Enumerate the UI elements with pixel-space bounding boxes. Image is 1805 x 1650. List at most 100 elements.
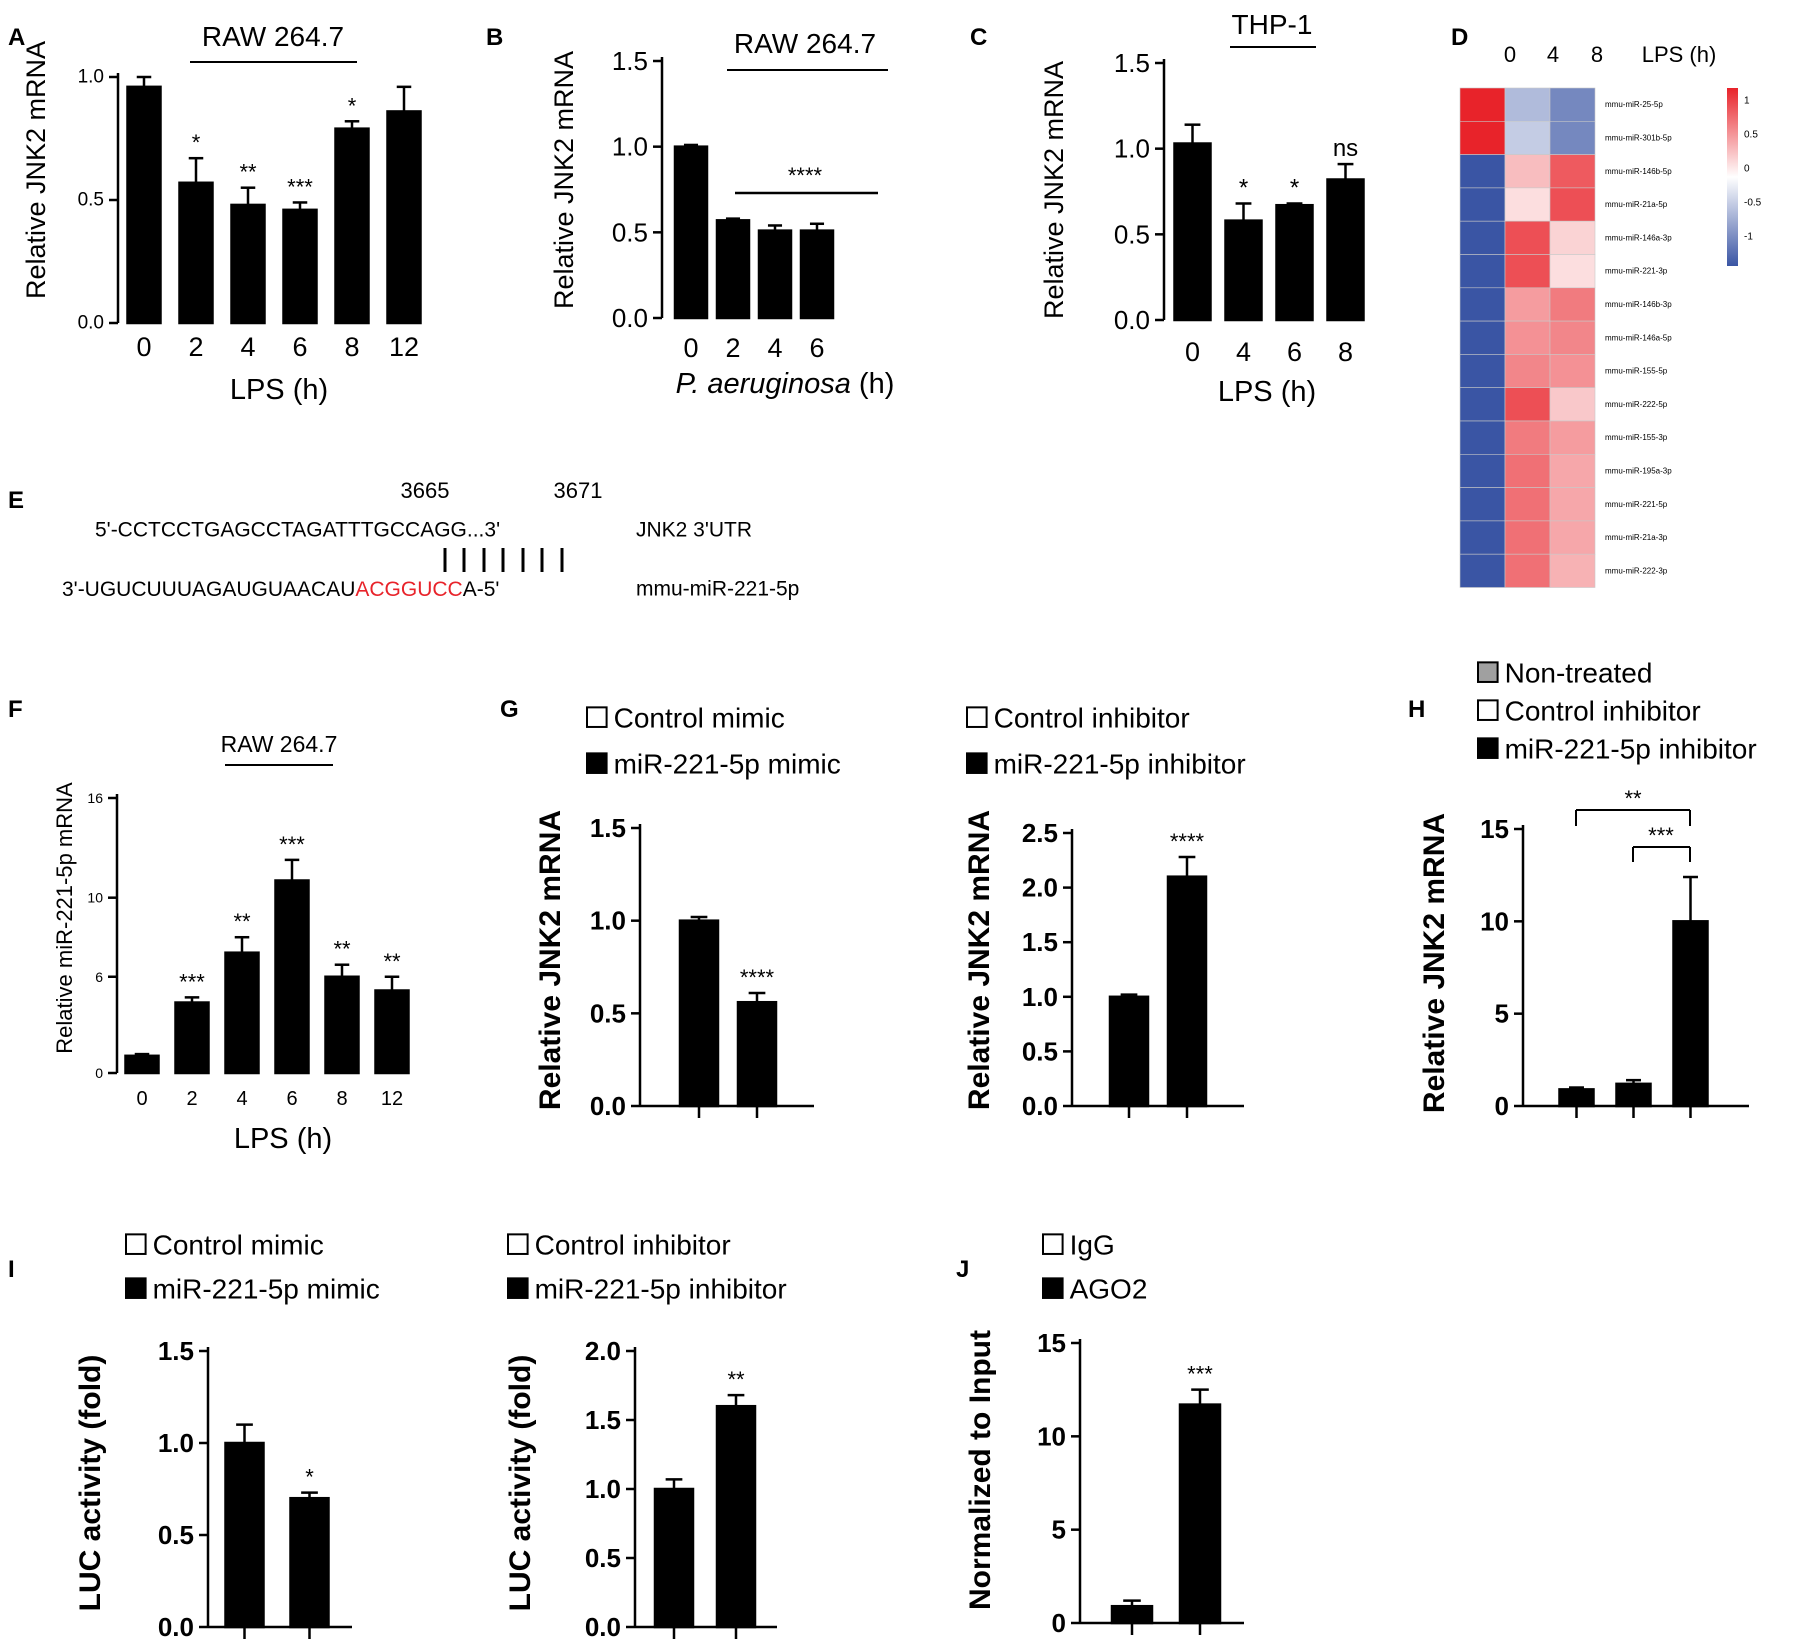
legend-label: miR-221-5p mimic <box>614 749 841 780</box>
legend-label: miR-221-5p inhibitor <box>994 749 1246 780</box>
legend-label: miR-221-5p mimic <box>153 1274 380 1305</box>
heatmap-row-label: mmu-miR-155-3p <box>1605 433 1668 442</box>
bar <box>224 1441 265 1629</box>
bar <box>1275 203 1314 322</box>
significance-label: *** <box>1648 823 1674 848</box>
x-tick-label: 6 <box>809 333 824 363</box>
panel-b-title: RAW 264.7 <box>734 28 876 59</box>
legend-swatch <box>125 1233 147 1255</box>
heatmap-cell <box>1504 420 1551 455</box>
legend-swatch <box>125 1277 147 1299</box>
y-tick-label: 0.0 <box>1114 305 1150 335</box>
x-tick-label: 8 <box>1338 337 1353 367</box>
scale-label: 0.5 <box>1744 130 1758 141</box>
heatmap-cell <box>1549 220 1596 255</box>
x-tick-label: 4 <box>767 333 782 363</box>
legend-label: miR-221-5p inhibitor <box>1505 734 1757 765</box>
heatmap-cell <box>1459 320 1506 355</box>
chart-j: 0 5 10 15 *** <box>1037 1328 1244 1638</box>
significance-label: **** <box>740 965 775 990</box>
mir-sequence-part: 3'-UGUCUUUAGAUGUAACAU <box>62 578 355 601</box>
heatmap-row-label: mmu-miR-221-3p <box>1605 267 1668 276</box>
bar <box>174 1001 210 1075</box>
panel-letter-b: B <box>486 24 503 51</box>
y-tick-label: 15 <box>1037 1328 1066 1358</box>
scale-label: -0.5 <box>1744 198 1762 209</box>
position-label: 3665 <box>401 478 450 503</box>
heatmap-row-label: mmu-miR-146a-3p <box>1605 233 1672 242</box>
significance-label: ** <box>1624 786 1642 811</box>
y-tick-label: 0 <box>1052 1608 1066 1638</box>
bar <box>1178 1403 1222 1625</box>
heatmap-cell <box>1459 154 1506 189</box>
x-tick-label: 0 <box>136 1088 147 1110</box>
x-tick-label: 4 <box>236 1088 247 1110</box>
bar <box>757 229 793 320</box>
panel-letter-a: A <box>8 24 25 51</box>
panel-b-ylabel: Relative JNK2 mRNA <box>549 51 579 309</box>
heatmap-cell <box>1459 87 1506 122</box>
x-tick-label: 2 <box>188 332 203 362</box>
bar <box>1110 1604 1154 1625</box>
panel-letter-f: F <box>8 696 23 723</box>
mir-sequence: 3'-UGUCUUUAGAUGUAACAUACGGUCCA-5' <box>62 578 499 601</box>
heatmap-cell <box>1549 520 1596 555</box>
heatmap-cell <box>1549 320 1596 355</box>
bar <box>274 879 310 1075</box>
y-tick-label: 0.5 <box>1114 219 1150 249</box>
bar <box>324 975 360 1075</box>
legend-swatch <box>586 752 608 774</box>
chart-i-left: 0.0 0.5 1.0 1.5 * <box>158 1336 352 1642</box>
panel-letter-j: J <box>956 1256 969 1283</box>
y-tick-label: 10 <box>1480 906 1509 936</box>
heatmap-cell <box>1504 220 1551 255</box>
heatmap-cell <box>1549 387 1596 422</box>
panel-letter-d: D <box>1451 24 1468 51</box>
bar <box>334 127 370 325</box>
legend-h: Non-treated Control inhibitor miR-221-5p i… <box>1477 658 1757 765</box>
panel-g-left-ylabel: Relative JNK2 mRNA <box>534 810 567 1110</box>
significance-label: * <box>1290 174 1299 201</box>
legend-label: Control mimic <box>614 703 785 734</box>
bar <box>1108 995 1150 1108</box>
y-tick-label: 0.0 <box>612 303 648 333</box>
significance-label: ** <box>383 949 401 974</box>
x-tick-label: 2 <box>725 333 740 363</box>
chart-a: 0.0 0.5 1.0 0 2 * 4 ** 6 *** 8 * 12 <box>78 67 422 362</box>
heatmap-cell <box>1459 354 1506 388</box>
x-tick-label: 8 <box>336 1088 347 1110</box>
bar <box>230 203 266 325</box>
y-tick-label: 1.5 <box>1022 927 1058 957</box>
y-tick-label: 1.0 <box>1114 134 1150 164</box>
heatmap-cell <box>1504 121 1551 155</box>
heatmap-cell <box>1459 520 1506 555</box>
legend-i-left: Control mimic miR-221-5p mimic <box>125 1230 380 1305</box>
heatmap-cell <box>1459 220 1506 255</box>
heatmap-cell <box>1549 287 1596 322</box>
significance-brackets-h: ***** <box>1575 786 1691 862</box>
y-tick-label: 0.0 <box>590 1091 626 1121</box>
heatmap-cell <box>1504 553 1551 588</box>
bar <box>178 181 214 325</box>
chart-b: 0.0 0.5 1.0 1.5 0 2 4 6 <box>612 46 835 363</box>
heatmap-cell <box>1504 320 1551 355</box>
significance-label: *** <box>287 174 313 199</box>
panel-i-left-ylabel: LUC activity (fold) <box>74 1355 107 1612</box>
mir-sequence-part: ACGGUCC <box>355 578 462 601</box>
heatmap-cell <box>1504 520 1551 555</box>
legend-swatch <box>1477 737 1499 759</box>
heatmap-cell <box>1549 354 1596 388</box>
legend-label: miR-221-5p inhibitor <box>535 1274 787 1305</box>
significance-label: **** <box>1170 829 1205 854</box>
bar <box>715 1404 757 1629</box>
heatmap-row-label: mmu-miR-222-3p <box>1605 566 1668 575</box>
heatmap-cell <box>1459 487 1506 522</box>
y-tick-label: 0.5 <box>612 217 648 247</box>
legend-label: IgG <box>1070 1230 1115 1261</box>
legend-g-left: Control mimic miR-221-5p mimic <box>586 703 841 780</box>
panel-i-right-ylabel: LUC activity (fold) <box>504 1355 537 1612</box>
heatmap-row-label: mmu-miR-155-5p <box>1605 367 1668 376</box>
legend-swatch <box>507 1233 529 1255</box>
chart-g-left: 0.0 0.5 1.0 1.5 **** <box>590 813 814 1121</box>
chart-h: 0 5 10 15 <box>1480 814 1749 1121</box>
